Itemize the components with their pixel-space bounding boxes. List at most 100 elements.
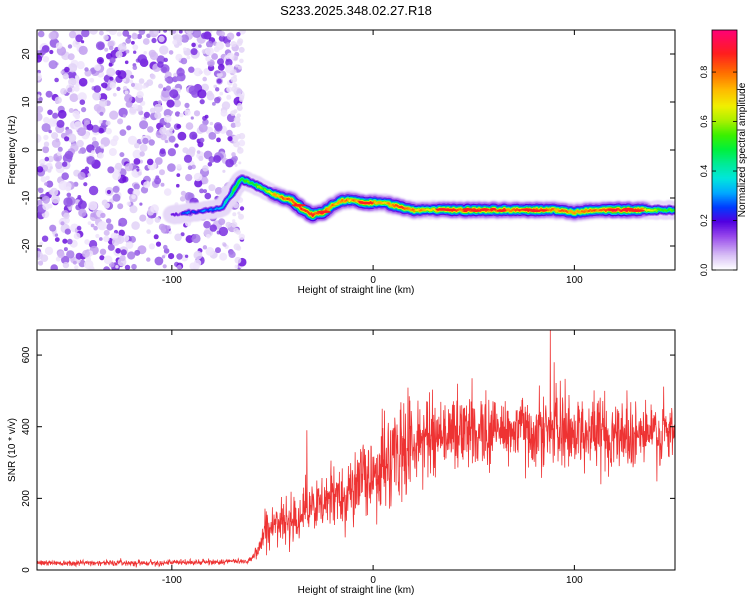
noise-blob bbox=[37, 54, 43, 63]
noise-blob bbox=[174, 111, 181, 117]
noise-blob bbox=[185, 174, 193, 182]
noise-blob bbox=[225, 158, 234, 168]
noise-blob bbox=[150, 74, 156, 80]
colorbar-cell bbox=[712, 172, 737, 175]
noise-blob bbox=[216, 78, 222, 84]
noise-blob bbox=[115, 248, 121, 254]
colorbar-cell bbox=[712, 232, 737, 235]
noise-blob bbox=[55, 161, 63, 170]
noise-blob bbox=[77, 195, 82, 199]
colorbar-cell bbox=[712, 124, 737, 127]
noise-blob bbox=[41, 235, 49, 242]
noise-blob bbox=[203, 189, 207, 194]
noise-blob bbox=[205, 46, 214, 56]
colorbar-cell bbox=[712, 60, 737, 63]
colorbar-cell bbox=[712, 160, 737, 163]
colorbar-cell bbox=[712, 64, 737, 67]
colorbar-strip bbox=[712, 30, 737, 271]
colorbar-cell bbox=[712, 138, 737, 141]
noise-blob bbox=[37, 72, 42, 81]
ridge-peak bbox=[489, 207, 497, 211]
noise-blob bbox=[97, 152, 104, 159]
noise-blob bbox=[199, 137, 205, 143]
noise-blob bbox=[135, 83, 143, 91]
colorbar-cell bbox=[712, 104, 737, 107]
colorbar-cell bbox=[712, 210, 737, 213]
noise-blob bbox=[213, 155, 222, 163]
colorbar-cell bbox=[712, 68, 737, 71]
heatmap-noise bbox=[37, 30, 247, 270]
snr-x-label: Height of straight line (km) bbox=[298, 585, 415, 596]
colorbar-cell bbox=[712, 78, 737, 81]
noise-blob bbox=[163, 188, 172, 196]
noise-blob bbox=[183, 154, 193, 163]
colorbar-cell bbox=[712, 202, 737, 205]
noise-blob bbox=[57, 146, 63, 152]
noise-blob bbox=[116, 86, 121, 91]
noise-blob bbox=[136, 91, 144, 99]
noise-blob bbox=[86, 123, 94, 131]
noise-blob bbox=[153, 234, 159, 240]
noise-blob bbox=[122, 85, 128, 91]
colorbar-cell bbox=[712, 136, 737, 139]
noise-blob bbox=[179, 112, 184, 118]
noise-blob bbox=[232, 55, 239, 62]
noise-blob bbox=[41, 123, 51, 133]
noise-blob bbox=[77, 171, 86, 180]
noise-blob bbox=[124, 60, 129, 65]
noise-blob bbox=[63, 197, 73, 207]
noise-blob bbox=[216, 137, 221, 143]
noise-blob bbox=[233, 140, 240, 148]
colorbar-cell bbox=[712, 182, 737, 185]
noise-blob bbox=[68, 108, 74, 113]
noise-blob bbox=[225, 221, 232, 228]
colorbar-cell bbox=[712, 178, 737, 181]
noise-blob bbox=[42, 195, 50, 204]
noise-blob bbox=[234, 256, 242, 264]
colorbar-cell bbox=[712, 254, 737, 257]
noise-blob bbox=[188, 85, 198, 95]
noise-blob bbox=[127, 251, 136, 260]
noise-blob bbox=[208, 184, 216, 192]
noise-blob bbox=[67, 44, 73, 49]
colorbar-cell bbox=[712, 120, 737, 123]
noise-blob bbox=[176, 76, 181, 82]
ridge-peak bbox=[445, 208, 457, 212]
colorbar-cell bbox=[712, 122, 737, 125]
noise-blob bbox=[100, 144, 105, 149]
colorbar-cell bbox=[712, 258, 737, 261]
colorbar-cell bbox=[712, 208, 737, 211]
noise-blob bbox=[56, 151, 62, 157]
snr-y-ticks: 0 200 400 600 bbox=[21, 346, 675, 573]
noise-blob bbox=[76, 139, 84, 148]
noise-blob bbox=[40, 176, 47, 183]
noise-blob bbox=[96, 57, 104, 65]
noise-blob bbox=[95, 233, 100, 239]
noise-blob bbox=[83, 259, 94, 270]
noise-blob bbox=[47, 168, 52, 173]
noise-blob bbox=[173, 72, 178, 78]
noise-blob bbox=[119, 255, 126, 262]
colorbar-cell bbox=[712, 76, 737, 79]
noise-blob bbox=[103, 229, 110, 236]
noise-blob bbox=[136, 33, 142, 40]
noise-blob bbox=[184, 109, 191, 116]
noise-blob bbox=[38, 97, 43, 102]
noise-blob bbox=[162, 264, 167, 269]
noise-blob bbox=[226, 94, 232, 100]
noise-blob bbox=[100, 212, 106, 219]
colorbar-cell bbox=[712, 180, 737, 183]
colorbar-cell bbox=[712, 212, 737, 215]
noise-blob bbox=[52, 112, 59, 119]
noise-blob bbox=[130, 74, 135, 79]
noise-blob bbox=[133, 183, 140, 190]
noise-blob bbox=[125, 241, 134, 249]
noise-blob bbox=[176, 164, 182, 169]
noise-blob bbox=[49, 166, 53, 170]
noise-blob bbox=[154, 256, 164, 266]
noise-blob bbox=[163, 30, 167, 33]
colorbar-cell bbox=[712, 186, 737, 189]
noise-blob bbox=[68, 30, 77, 39]
noise-blob bbox=[44, 156, 50, 162]
